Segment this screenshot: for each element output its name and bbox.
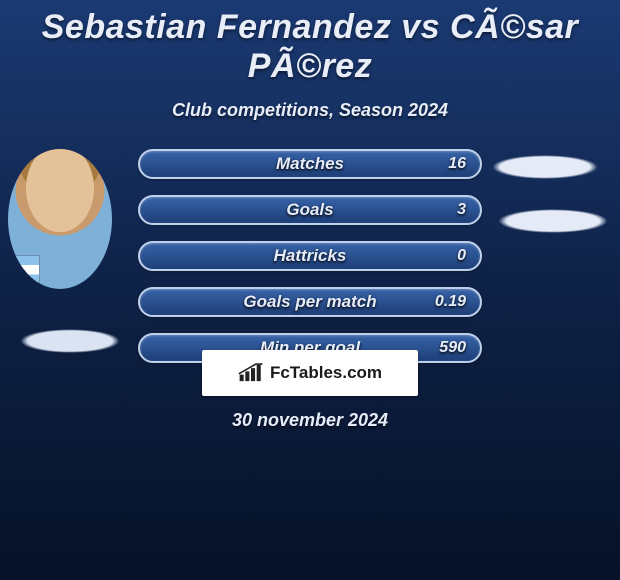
date-text: 30 november 2024 (0, 410, 620, 431)
bar-chart-icon (238, 362, 264, 384)
brand-badge: FcTables.com (202, 350, 418, 396)
stat-value: 3 (457, 197, 466, 223)
stat-label: Goals per match (140, 289, 480, 315)
stat-value: 0 (457, 243, 466, 269)
player-right-placeholder-1 (492, 155, 598, 179)
stat-bar: Goals per match 0.19 (138, 287, 482, 317)
stat-value: 0.19 (435, 289, 466, 315)
player-right-placeholder-2 (498, 209, 608, 233)
stat-label: Goals (140, 197, 480, 223)
stat-bar: Goals 3 (138, 195, 482, 225)
stat-value: 590 (439, 335, 466, 361)
player-left-shadow (20, 329, 120, 353)
stat-bars: Matches 16 Goals 3 Hattricks 0 Goals per… (138, 149, 482, 379)
stat-value: 16 (448, 151, 466, 177)
stat-bar: Matches 16 (138, 149, 482, 179)
subtitle: Club competitions, Season 2024 (0, 100, 620, 121)
brand-text: FcTables.com (270, 363, 382, 383)
player-left-avatar (8, 149, 112, 289)
stat-label: Matches (140, 151, 480, 177)
page-title: Sebastian Fernandez vs CÃ©sar PÃ©rez (0, 0, 620, 86)
stat-bar: Hattricks 0 (138, 241, 482, 271)
stat-label: Hattricks (140, 243, 480, 269)
